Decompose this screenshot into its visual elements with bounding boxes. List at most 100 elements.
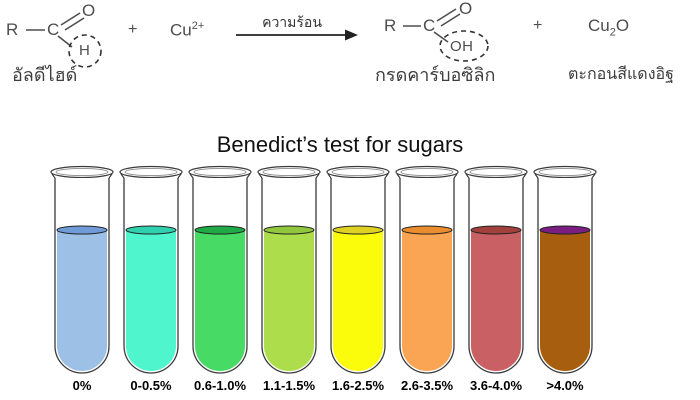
tube-liquid-surface (470, 225, 522, 235)
test-tube: 0% (49, 164, 115, 393)
tube-lip-left (189, 173, 194, 179)
reaction-bonds-svg (26, 8, 489, 68)
product-caption: กรดคาร์บอซิลิก (375, 65, 496, 85)
tube-lip-left (327, 173, 332, 179)
tube-lip-right (246, 173, 251, 179)
test-tube: 0.6-1.0% (187, 164, 253, 393)
tube-liquid-surface (263, 225, 315, 235)
test-tube-graphic (50, 165, 114, 374)
tube-lip-right (384, 173, 389, 179)
test-tube: >4.0% (532, 164, 598, 393)
tube-outline (54, 178, 110, 374)
tube-liquid (540, 230, 590, 371)
plus-sign-2: + (533, 17, 543, 34)
double-bond-1 (60, 12, 81, 26)
test-tube-graphic (326, 165, 390, 374)
tube-rim-inner (538, 167, 592, 177)
cu-charge: 2+ (191, 20, 205, 32)
test-tube-graphic (464, 165, 528, 374)
double-bond-product-1 (436, 8, 457, 22)
test-tube-graphic (533, 165, 597, 374)
tube-liquid (57, 230, 107, 371)
tube-liquid-surface (401, 225, 453, 235)
reaction-equation: R C O H อัลดีไฮด์ + Cu2+ ความร้อน R C O … (0, 0, 700, 115)
tube-lip-right (315, 173, 320, 179)
tube-liquid (126, 230, 176, 371)
tube-liquid (333, 230, 383, 371)
test-tube: 2.6-3.5% (394, 164, 460, 393)
product-r: R (384, 16, 397, 35)
tube-lip-left (258, 173, 263, 179)
tube-rim-inner (331, 167, 385, 177)
tube-label: 1.1-1.5% (262, 378, 316, 393)
product-o: O (459, 0, 473, 18)
reactant-r: R (6, 20, 19, 39)
test-tube-graphic (119, 165, 183, 374)
cu-base: Cu (170, 20, 192, 40)
tube-label: 0.6-1.0% (193, 378, 247, 393)
tube-lip-left (396, 173, 401, 179)
tube-label: 0-0.5% (130, 378, 172, 393)
tube-liquid-surface (125, 225, 177, 235)
test-tube: 1.1-1.5% (256, 164, 322, 393)
reaction-arrow-head (345, 29, 358, 41)
tube-label: 1.6-2.5% (331, 378, 385, 393)
tube-outline (468, 178, 524, 374)
tube-label: >4.0% (546, 378, 584, 393)
tube-label: 3.6-4.0% (469, 378, 523, 393)
tube-lip-left (120, 173, 125, 179)
tube-liquid-surface (194, 225, 246, 235)
test-tube: 0-0.5% (118, 164, 184, 393)
test-tube-graphic (188, 165, 252, 374)
cu2o-base: Cu (588, 16, 610, 35)
test-tube: 3.6-4.0% (463, 164, 529, 393)
tube-lip-right (453, 173, 458, 179)
reactant-o: O (82, 1, 96, 20)
test-tube-graphic (395, 165, 459, 374)
tube-liquid-surface (56, 225, 108, 235)
tube-label: 0% (72, 378, 92, 393)
tube-outline (123, 178, 179, 374)
tube-liquid-surface (539, 225, 591, 235)
double-bond-2 (64, 17, 85, 31)
reactant-caption: อัลดีไฮด์ (12, 65, 78, 85)
tube-outline (261, 178, 317, 374)
test-tube-row: 0% 0-0.5% (49, 164, 598, 393)
cu2o-subscript: 2 (609, 26, 616, 39)
tube-rim-inner (124, 167, 178, 177)
tube-liquid-surface (332, 225, 384, 235)
copper-oxide-formula: Cu2O (588, 17, 629, 38)
benedict-title: Benedict’s test for sugars (216, 132, 464, 157)
tube-liquid (195, 230, 245, 371)
tube-rim-inner (469, 167, 523, 177)
tube-lip-left (465, 173, 470, 179)
plus-sign-1: + (128, 21, 138, 38)
tube-outline (330, 178, 386, 374)
tube-liquid (471, 230, 521, 371)
dashed-ellipse-oh (439, 30, 489, 62)
tube-label: 2.6-3.5% (400, 378, 454, 393)
tube-lip-right (108, 173, 113, 179)
tube-lip-right (522, 173, 527, 179)
reactant-c: C (47, 20, 60, 39)
tube-lip-left (534, 173, 539, 179)
tube-outline (537, 178, 593, 374)
test-tube: 1.6-2.5% (325, 164, 391, 393)
test-tube-graphic (257, 165, 321, 374)
tube-rim-inner (400, 167, 454, 177)
tube-rim-inner (55, 167, 109, 177)
tube-lip-left (51, 173, 56, 179)
double-bond-product-2 (440, 13, 461, 27)
tube-lip-right (591, 173, 596, 179)
tube-lip-right (177, 173, 182, 179)
tube-liquid (402, 230, 452, 371)
tube-outline (192, 178, 248, 374)
arrow-heat-label: ความร้อน (262, 14, 322, 30)
dashed-circle-h (68, 34, 102, 68)
product-c: C (423, 16, 436, 35)
tube-outline (399, 178, 455, 374)
tube-rim-inner (262, 167, 316, 177)
reactant-h: H (79, 42, 91, 59)
tube-liquid (264, 230, 314, 371)
